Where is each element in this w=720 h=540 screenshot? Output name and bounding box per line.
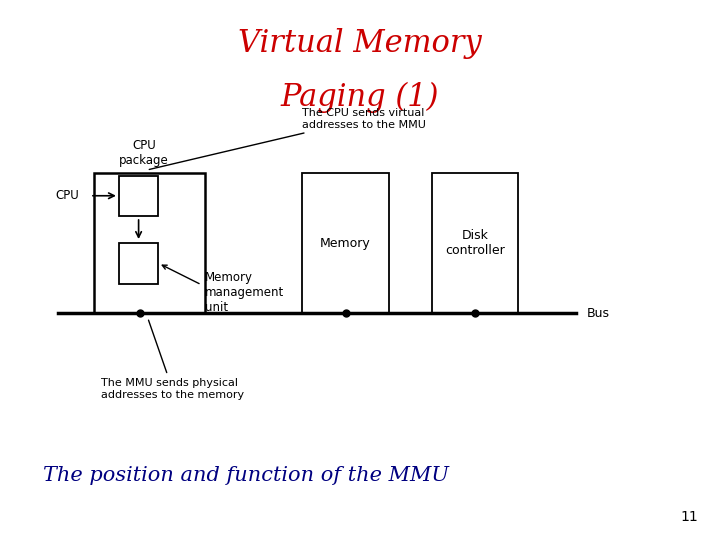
Text: CPU: CPU [55, 189, 79, 202]
Bar [119, 176, 158, 216]
Text: The position and function of the MMU: The position and function of the MMU [43, 465, 449, 485]
Text: Memory: Memory [320, 237, 371, 249]
Text: 11: 11 [680, 510, 698, 524]
Bar [119, 243, 158, 284]
Text: CPU
package: CPU package [119, 139, 168, 167]
Text: Bus: Bus [587, 307, 610, 320]
Bar [432, 173, 518, 313]
Text: Memory
management
unit: Memory management unit [205, 272, 284, 314]
Text: The CPU sends virtual
addresses to the MMU: The CPU sends virtual addresses to the M… [149, 108, 426, 170]
Bar [302, 173, 389, 313]
Text: The MMU sends physical
addresses to the memory: The MMU sends physical addresses to the … [101, 320, 244, 400]
Bar [94, 173, 205, 313]
Text: Virtual Memory: Virtual Memory [238, 28, 482, 59]
Text: Disk
controller: Disk controller [446, 229, 505, 257]
Text: Paging (1): Paging (1) [281, 82, 439, 113]
